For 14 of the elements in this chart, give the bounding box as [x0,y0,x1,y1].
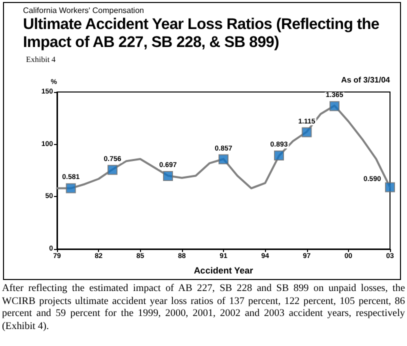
x-axis-title: Accident Year [194,266,254,276]
text: After reflecting the estimated impact of AB 227, SB 228 and SB 899 on unpaid losses, the WCIRB projects ultimate accident year loss ratios of 137 percent, 122 percent, 105 percent, 86 percent and 59 percent for the 1999, 2000, 2001, 2002 and 2003 accident years, respectively (Exhibit 4). [2,283,405,333]
point [108,164,118,175]
text: Exhibit 4 [26,55,56,64]
point [302,127,312,138]
point [385,182,395,192]
point [330,101,340,112]
chart-title: Ultimate Accident Year Loss Ratios (Reflecting the Impact of AB 227, SB 228, & SB 899) [23,16,380,52]
point [163,171,173,182]
point [274,150,284,161]
point [66,183,76,194]
text: As of 3/31/04 [341,76,391,84]
chart-subtitle: California Workers' Compensation [23,6,144,15]
point [218,154,228,164]
